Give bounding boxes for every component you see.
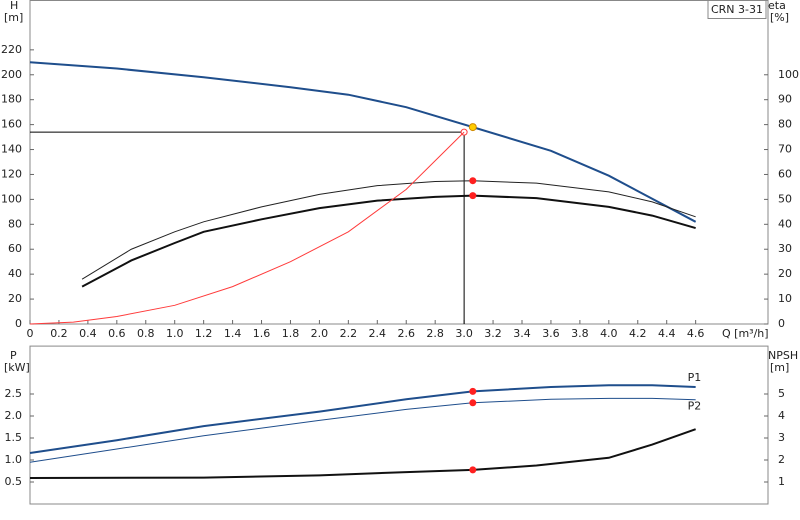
y2-tick-label: 4 bbox=[778, 409, 785, 422]
marker bbox=[469, 466, 477, 474]
y-tick-label: 0.5 bbox=[5, 475, 23, 488]
curve bbox=[81, 194, 696, 288]
y2-tick-label: 90 bbox=[778, 93, 792, 106]
y2-tick-label: 1 bbox=[778, 475, 785, 488]
x-tick-label: 1.2 bbox=[195, 327, 213, 340]
y-tick-label: 80 bbox=[8, 217, 22, 230]
x-tick-label: 3.4 bbox=[513, 327, 531, 340]
y-axis-unit: [m] bbox=[4, 11, 23, 24]
x-tick-label: 0.4 bbox=[79, 327, 97, 340]
marker bbox=[468, 123, 477, 132]
x-tick-label: 1.8 bbox=[282, 327, 300, 340]
y-tick-label: 0 bbox=[15, 317, 22, 330]
y-tick-label: 140 bbox=[1, 143, 22, 156]
y2-tick-label: 3 bbox=[778, 431, 785, 444]
y2-axis-unit: [m] bbox=[770, 361, 789, 374]
x-tick-label: 2.2 bbox=[340, 327, 358, 340]
y2-axis-unit: [%] bbox=[770, 11, 789, 24]
y-tick-label: 40 bbox=[8, 267, 22, 280]
y-axis-label: H bbox=[10, 0, 18, 12]
y-tick-label: 20 bbox=[8, 292, 22, 305]
curve bbox=[29, 131, 465, 325]
curve bbox=[29, 61, 697, 223]
y-tick-label: 1.0 bbox=[5, 453, 23, 466]
curve bbox=[29, 397, 696, 463]
x-tick-label: 0.6 bbox=[108, 327, 126, 340]
y2-tick-label: 80 bbox=[778, 118, 792, 131]
y-axis-label: P bbox=[10, 349, 17, 362]
y-tick-label: 120 bbox=[1, 167, 22, 180]
x-tick-label: 1.0 bbox=[166, 327, 184, 340]
x-tick-label: 4.2 bbox=[629, 327, 647, 340]
y2-tick-label: 40 bbox=[778, 217, 792, 230]
x-tick-label: 3.8 bbox=[571, 327, 589, 340]
model-label: CRN 3-31 bbox=[711, 3, 763, 16]
curve bbox=[81, 180, 696, 280]
x-axis-label: Q [m³/h] bbox=[722, 327, 769, 340]
y-tick-label: 200 bbox=[1, 68, 22, 81]
y2-tick-label: 10 bbox=[778, 292, 792, 305]
y-tick-label: 2.5 bbox=[5, 387, 23, 400]
x-tick-label: 1.6 bbox=[253, 327, 271, 340]
y-tick-label: 1.5 bbox=[5, 431, 23, 444]
marker bbox=[469, 387, 477, 395]
x-tick-label: 2.8 bbox=[426, 327, 444, 340]
x-tick-label: 3.0 bbox=[455, 327, 473, 340]
x-tick-label: 4.0 bbox=[600, 327, 618, 340]
x-tick-label: 3.6 bbox=[542, 327, 560, 340]
x-tick-label: 0.8 bbox=[137, 327, 155, 340]
y2-tick-label: 60 bbox=[778, 167, 792, 180]
series-label: P1 bbox=[688, 371, 702, 384]
y2-tick-label: 70 bbox=[778, 143, 792, 156]
x-tick-label: 2.0 bbox=[311, 327, 329, 340]
y2-tick-label: 0 bbox=[778, 317, 785, 330]
y2-tick-label: 2 bbox=[778, 453, 785, 466]
marker bbox=[469, 192, 477, 200]
x-tick-label: 0 bbox=[27, 327, 34, 340]
plot-frame bbox=[29, 345, 769, 505]
y2-tick-label: 50 bbox=[778, 192, 792, 205]
x-tick-label: 4.6 bbox=[687, 327, 705, 340]
plot-frame bbox=[29, 0, 769, 325]
x-tick-label: 4.4 bbox=[658, 327, 676, 340]
x-tick-label: 0.2 bbox=[50, 327, 68, 340]
curve bbox=[29, 384, 696, 454]
y-tick-label: 60 bbox=[8, 242, 22, 255]
marker bbox=[469, 399, 477, 407]
y-axis-unit: [kW] bbox=[4, 361, 30, 374]
y-tick-label: 100 bbox=[1, 192, 22, 205]
x-tick-label: 1.4 bbox=[224, 327, 242, 340]
series-label: P2 bbox=[688, 400, 702, 413]
y2-tick-label: 100 bbox=[778, 68, 799, 81]
y-tick-label: 160 bbox=[1, 118, 22, 131]
x-tick-label: 2.4 bbox=[369, 327, 387, 340]
y2-tick-label: 20 bbox=[778, 267, 792, 280]
model-box bbox=[707, 0, 767, 19]
y2-axis-label: eta bbox=[768, 0, 786, 12]
y-tick-label: 180 bbox=[1, 93, 22, 106]
x-tick-label: 3.2 bbox=[484, 327, 502, 340]
y2-tick-label: 5 bbox=[778, 387, 785, 400]
x-tick-label: 2.6 bbox=[397, 327, 415, 340]
y2-axis-label: NPSH bbox=[768, 349, 798, 362]
y-tick-label: 220 bbox=[1, 43, 22, 56]
y2-tick-label: 30 bbox=[778, 242, 792, 255]
y-tick-label: 2.0 bbox=[5, 409, 23, 422]
curve bbox=[29, 428, 696, 480]
marker bbox=[469, 177, 477, 185]
